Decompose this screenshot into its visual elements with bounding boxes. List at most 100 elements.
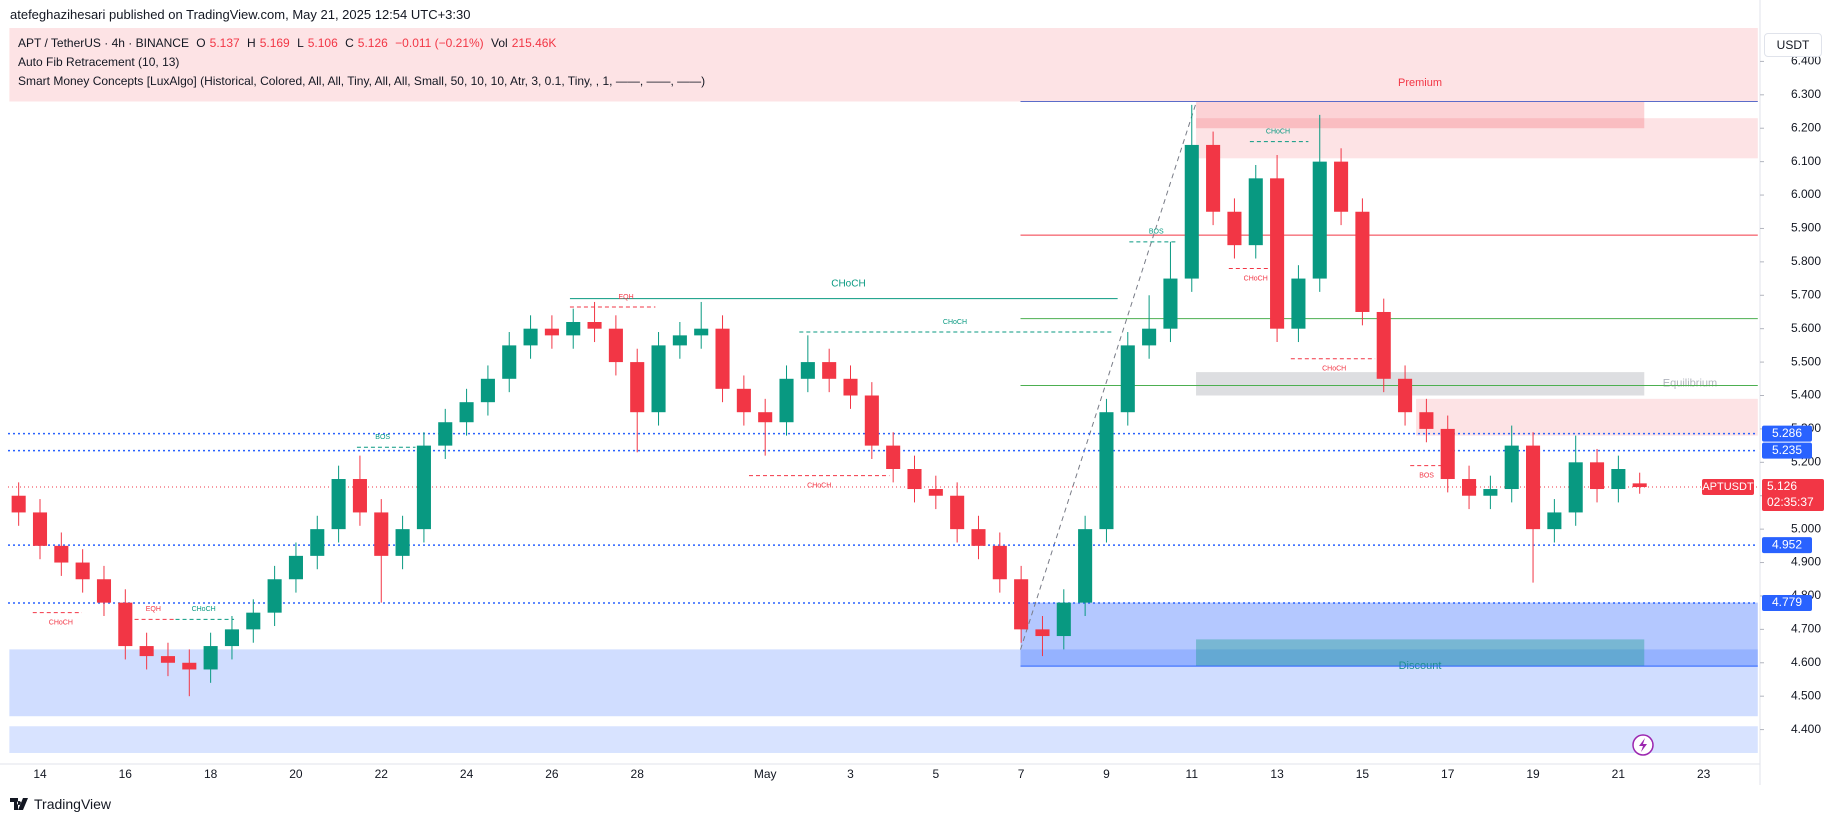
- vol-label: Vol: [491, 36, 508, 50]
- y-tick-label: 5.400: [1791, 388, 1821, 402]
- candle-body: [715, 328, 730, 389]
- indicator[interactable]: Smart Money Concepts [LuxAlgo] (Historic…: [18, 74, 706, 88]
- candle-body: [971, 529, 986, 546]
- candle-body: [96, 579, 112, 603]
- structure-label: CHoCH: [192, 606, 216, 613]
- indicator[interactable]: Auto Fib Retracement (10, 13): [18, 55, 180, 69]
- x-tick-label: 20: [289, 767, 303, 781]
- candle-body: [395, 529, 410, 556]
- y-tick-label: 4.700: [1791, 622, 1821, 636]
- ohlc-value: 5.137: [209, 36, 240, 50]
- volume: 215.46K: [511, 36, 557, 50]
- candle-body: [608, 328, 623, 363]
- x-tick-label: 23: [1697, 767, 1711, 781]
- candle-body: [203, 646, 218, 670]
- logo: [10, 798, 28, 810]
- y-tick-label: 5.800: [1791, 254, 1821, 268]
- structure-label: CHoCH: [1322, 366, 1346, 373]
- y-tick-label: 5.700: [1791, 287, 1821, 301]
- structure-label: CHoCH: [831, 278, 865, 289]
- ohlc-label: C: [345, 36, 354, 50]
- y-tick-label: 4.600: [1791, 655, 1821, 669]
- zone: [1196, 101, 1645, 129]
- x-tick-label: 3: [847, 767, 854, 781]
- x-tick-label: 9: [1103, 767, 1110, 781]
- candle-body: [630, 362, 645, 413]
- candle-body: [672, 335, 687, 346]
- candle-body: [950, 495, 965, 530]
- y-tick-label: 5.600: [1791, 321, 1821, 335]
- candle-body: [736, 388, 751, 413]
- candle-body: [992, 545, 1007, 580]
- candle-body: [139, 646, 154, 657]
- candle-body: [1270, 178, 1285, 329]
- level-badge-text: 4.779: [1772, 595, 1802, 609]
- zone: [1196, 639, 1645, 667]
- structure-label: BOS: [1149, 229, 1164, 236]
- candle-body: [352, 479, 367, 513]
- candle-body: [1462, 479, 1477, 496]
- ohlc-label: L: [297, 36, 304, 50]
- candle-body: [907, 469, 922, 490]
- candle-body: [1163, 278, 1178, 329]
- candle-body: [160, 656, 176, 663]
- zone: [1196, 372, 1645, 396]
- symbol-badge-text: APTUSDT: [1702, 481, 1754, 493]
- structure-label: CHoCH: [807, 483, 831, 490]
- candle-body: [1184, 144, 1199, 279]
- candle-body: [1206, 144, 1221, 212]
- brand: TradingView: [34, 796, 112, 812]
- x-tick-label: 14: [33, 767, 47, 781]
- candle-body: [1547, 512, 1562, 530]
- candle-body: [1142, 328, 1157, 346]
- candle-body: [779, 378, 794, 423]
- candle-body: [1398, 378, 1413, 413]
- candle-body: [1056, 602, 1071, 637]
- zone: [9, 649, 1758, 717]
- zone: [9, 28, 1758, 102]
- level-badge: [1762, 442, 1812, 459]
- x-tick-label: 26: [545, 767, 559, 781]
- candle-body: [75, 562, 90, 580]
- candle-body: [1440, 428, 1455, 480]
- x-tick-label: 18: [204, 767, 218, 781]
- x-tick-label: 19: [1526, 767, 1540, 781]
- candle-body: [587, 322, 602, 329]
- level-badge-text: 5.286: [1772, 426, 1802, 440]
- candle-body: [544, 328, 559, 336]
- y-tick-label: 6.400: [1791, 54, 1821, 68]
- candle-body: [651, 345, 666, 413]
- x-tick-label: 11: [1186, 767, 1199, 781]
- ohlc-label: O: [196, 36, 206, 50]
- fib-trend-line: [1020, 102, 1197, 650]
- x-tick-label: 16: [119, 767, 133, 781]
- level-badge-text: 5.235: [1772, 443, 1802, 457]
- candle-body: [267, 579, 282, 613]
- candle-body: [288, 555, 303, 580]
- structure-label: CHoCH: [1266, 128, 1290, 135]
- zone: [9, 726, 1758, 753]
- publisher-line: atefeghazihesari published on TradingVie…: [10, 7, 471, 22]
- symbol[interactable]: APT / TetherUS · 4h · BINANCE: [18, 36, 189, 50]
- candle-body: [1227, 211, 1242, 246]
- level-badge: [1762, 537, 1812, 554]
- candle-body: [502, 345, 517, 379]
- candle-body: [566, 322, 581, 336]
- candle-body: [1078, 529, 1093, 603]
- ohlc-value: 5.106: [307, 36, 338, 50]
- candle-body: [54, 545, 69, 563]
- y-tick-label: 5.000: [1791, 521, 1821, 535]
- candle-body: [331, 479, 346, 530]
- candle-body: [523, 328, 538, 346]
- currency-button[interactable]: USDT: [1764, 33, 1822, 57]
- candle-body: [1014, 579, 1029, 630]
- candle-body: [118, 602, 133, 647]
- x-tick-label: 15: [1356, 767, 1370, 781]
- y-tick-label: 6.300: [1791, 87, 1821, 101]
- y-tick-label: 6.000: [1791, 187, 1821, 201]
- candle-body: [1334, 161, 1349, 212]
- candle-body: [1099, 412, 1114, 530]
- candle-body: [928, 489, 943, 496]
- candle-body: [1632, 483, 1647, 488]
